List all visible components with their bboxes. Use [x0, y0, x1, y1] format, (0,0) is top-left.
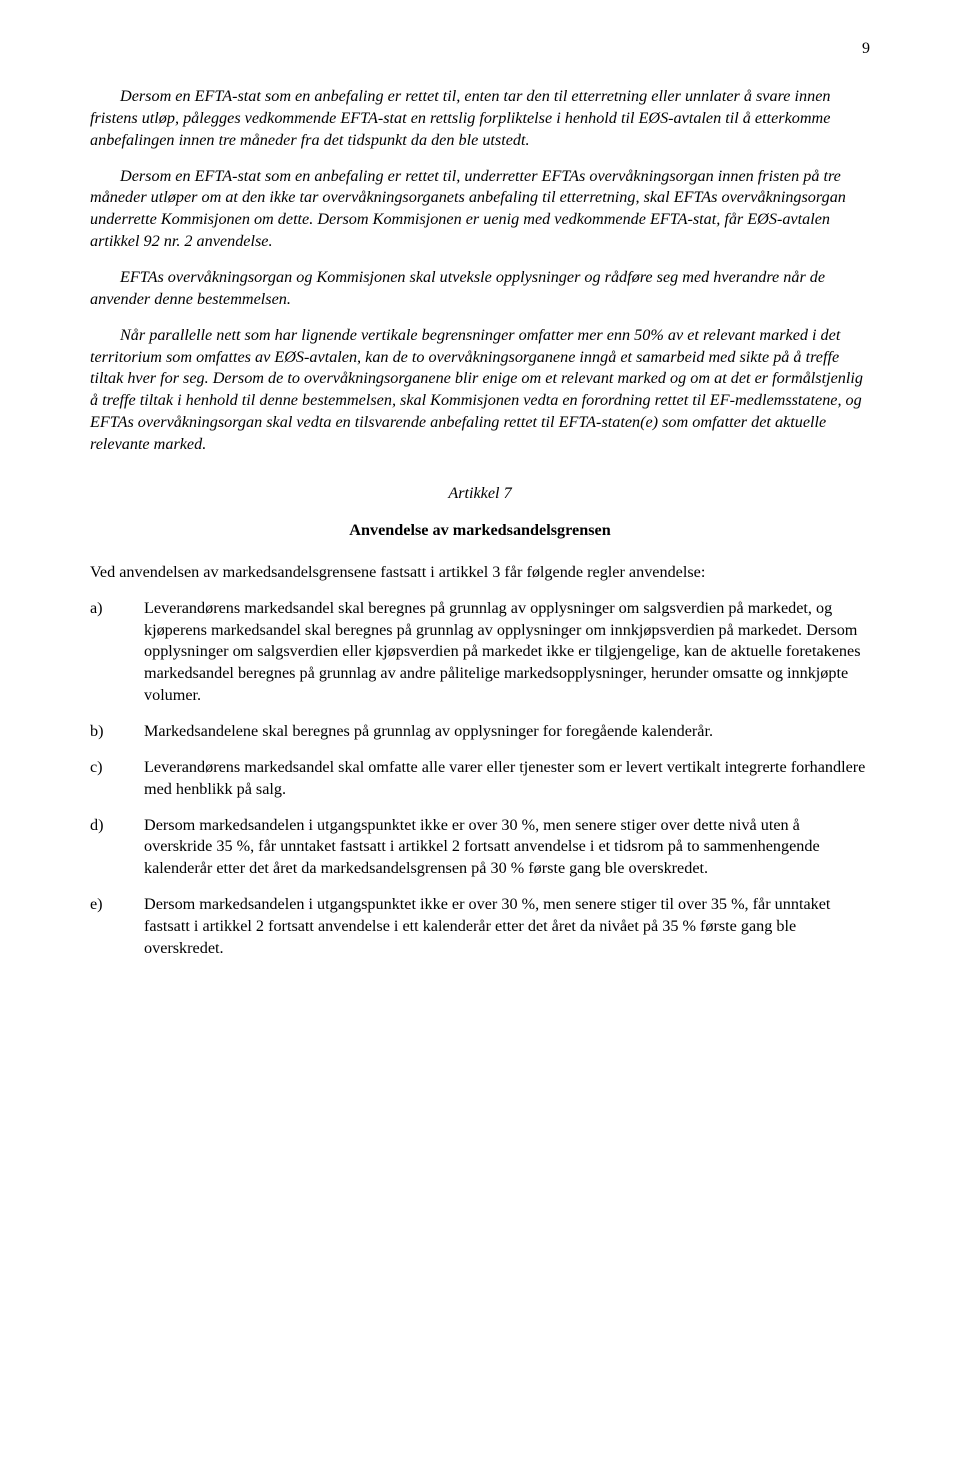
- list-item-a: a) Leverandørens markedsandel skal bereg…: [90, 598, 870, 707]
- list-label-b: b): [90, 721, 144, 743]
- document-page: 9 Dersom en EFTA-stat som en anbefaling …: [0, 0, 960, 1034]
- list-body-c: Leverandørens markedsandel skal omfatte …: [144, 757, 870, 801]
- paragraph-1: Dersom en EFTA-stat som en anbefaling er…: [90, 86, 870, 152]
- paragraph-4: Når parallelle nett som har lignende ver…: [90, 325, 870, 456]
- list-label-a: a): [90, 598, 144, 707]
- list-label-c: c): [90, 757, 144, 801]
- intro-paragraph: Ved anvendelsen av markedsandelsgrensene…: [90, 562, 870, 584]
- list-body-a: Leverandørens markedsandel skal beregnes…: [144, 598, 870, 707]
- page-number: 9: [90, 40, 870, 58]
- paragraph-3: EFTAs overvåkningsorgan og Kommisjonen s…: [90, 267, 870, 311]
- list-label-d: d): [90, 815, 144, 881]
- paragraph-2: Dersom en EFTA-stat som en anbefaling er…: [90, 166, 870, 253]
- list-item-c: c) Leverandørens markedsandel skal omfat…: [90, 757, 870, 801]
- list-item-d: d) Dersom markedsandelen i utgangspunkte…: [90, 815, 870, 881]
- article-subtitle: Anvendelse av markedsandelsgrensen: [90, 521, 870, 540]
- list-body-b: Markedsandelene skal beregnes på grunnla…: [144, 721, 870, 743]
- article-title: Artikkel 7: [90, 484, 870, 503]
- list-label-e: e): [90, 894, 144, 960]
- list-body-d: Dersom markedsandelen i utgangspunktet i…: [144, 815, 870, 881]
- list-body-e: Dersom markedsandelen i utgangspunktet i…: [144, 894, 870, 960]
- ordered-list: a) Leverandørens markedsandel skal bereg…: [90, 598, 870, 960]
- list-item-b: b) Markedsandelene skal beregnes på grun…: [90, 721, 870, 743]
- list-item-e: e) Dersom markedsandelen i utgangspunkte…: [90, 894, 870, 960]
